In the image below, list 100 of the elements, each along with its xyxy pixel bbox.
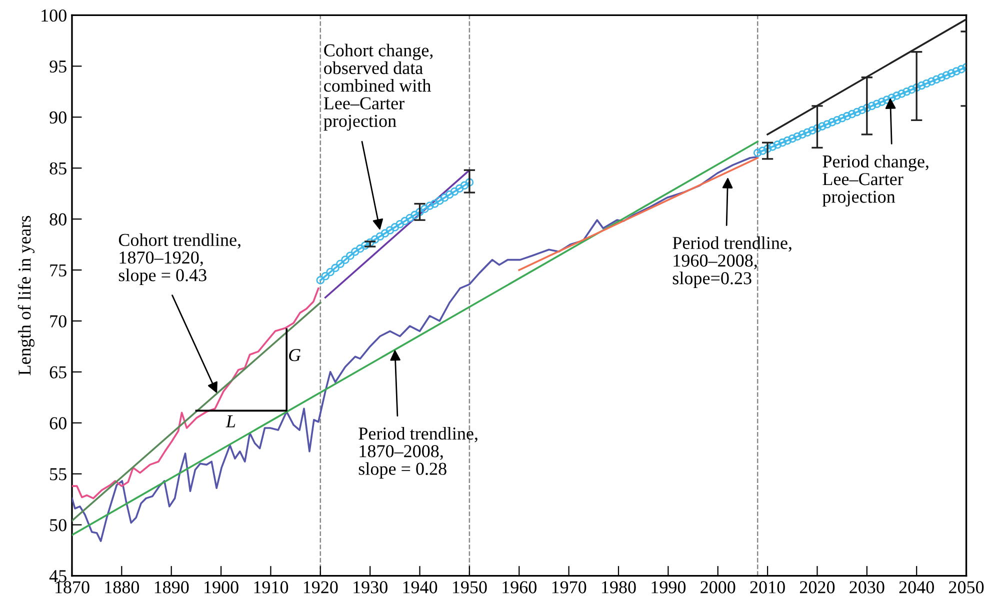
point (406, 214, 414, 222)
line-series (72, 287, 320, 500)
annotation: Cohort trendline, 1870–1920, slope = 0.43 (118, 233, 240, 285)
point (872, 100, 882, 108)
x-tick-label: 1930 (354, 581, 388, 594)
point (370, 235, 380, 244)
point (852, 108, 862, 116)
point (380, 229, 390, 238)
point (331, 264, 340, 272)
point (798, 130, 806, 139)
point (396, 220, 404, 228)
point (426, 202, 434, 210)
point (460, 181, 469, 190)
x-tick-label: 2000 (700, 581, 736, 594)
y-tick-label: 80 (50, 213, 66, 226)
point (326, 268, 334, 276)
point (957, 65, 966, 74)
point (952, 67, 961, 76)
point (907, 85, 916, 94)
point (455, 184, 464, 193)
y-tick-label: 95 (50, 60, 66, 73)
x-tick-label: 1940 (403, 581, 438, 594)
point (858, 106, 866, 114)
point (356, 244, 364, 253)
point (416, 208, 424, 216)
point (838, 114, 846, 122)
point (435, 196, 444, 205)
point (420, 204, 429, 214)
x-tick-label: 2020 (800, 581, 835, 594)
point (390, 223, 400, 232)
point (430, 200, 439, 208)
x-tick-label: 2010 (750, 581, 785, 594)
y-tick-label: 100 (42, 9, 66, 22)
point (882, 96, 891, 104)
point (376, 232, 384, 241)
point (898, 90, 906, 98)
point (386, 226, 394, 234)
y-axis-title: Length of life in years (18, 216, 34, 376)
y-tick-label: 90 (50, 111, 66, 124)
point (932, 75, 941, 84)
y-tick-label: 70 (50, 315, 66, 328)
point (410, 210, 419, 220)
point (763, 144, 772, 153)
point (346, 252, 354, 260)
annotation: Period change, Lee–Carter projection (822, 154, 928, 207)
point (321, 272, 330, 280)
point (813, 124, 822, 132)
annotation: G (289, 349, 301, 362)
x-tick-label: 2040 (899, 581, 934, 594)
x-tick-label: 1910 (254, 581, 288, 594)
point (848, 110, 856, 118)
y-tick-label: 85 (50, 162, 66, 175)
point (828, 118, 836, 126)
point (753, 148, 762, 157)
point (360, 241, 370, 250)
point (793, 132, 802, 141)
point (341, 256, 350, 264)
point (400, 216, 410, 226)
point (768, 142, 777, 151)
point (927, 77, 936, 86)
x-tick-label: 1880 (105, 581, 140, 594)
annotation: Period trendline, 1960–2008, slope=0.23 (672, 236, 792, 288)
point (862, 104, 872, 112)
point (878, 98, 886, 106)
point (366, 238, 374, 247)
point (892, 92, 901, 100)
point (440, 193, 449, 202)
annotation: L (226, 415, 236, 428)
x-tick-label: 2050 (949, 581, 984, 594)
point (788, 134, 797, 143)
y-tick-label: 50 (50, 519, 66, 532)
point (758, 146, 767, 155)
point (832, 116, 842, 124)
point (808, 126, 816, 135)
point (818, 122, 826, 130)
point (917, 81, 926, 90)
y-tick-label: 55 (50, 468, 66, 480)
point (803, 128, 812, 137)
point (445, 190, 454, 199)
point (778, 138, 787, 147)
point (902, 87, 911, 96)
x-tick-label: 1960 (502, 581, 536, 594)
point (773, 140, 782, 149)
x-tick-label: 1950 (452, 581, 487, 594)
annotation: Cohort change, observed data combined with Lee–Carter projection (324, 44, 433, 131)
y-tick-label: 60 (50, 417, 66, 430)
annotation: Period trendline, 1870–2008, slope = 0.28 (358, 426, 478, 479)
point (450, 187, 459, 196)
point (336, 260, 344, 268)
point (823, 120, 832, 128)
point (842, 112, 852, 120)
x-tick-label: 1920 (304, 581, 338, 594)
point (912, 83, 921, 92)
x-tick-label: 2030 (850, 581, 884, 594)
point (947, 69, 956, 78)
x-tick-label: 1990 (652, 581, 686, 594)
point (937, 73, 946, 82)
point (868, 102, 876, 110)
x-tick-label: 1900 (204, 581, 238, 594)
point (351, 247, 360, 256)
